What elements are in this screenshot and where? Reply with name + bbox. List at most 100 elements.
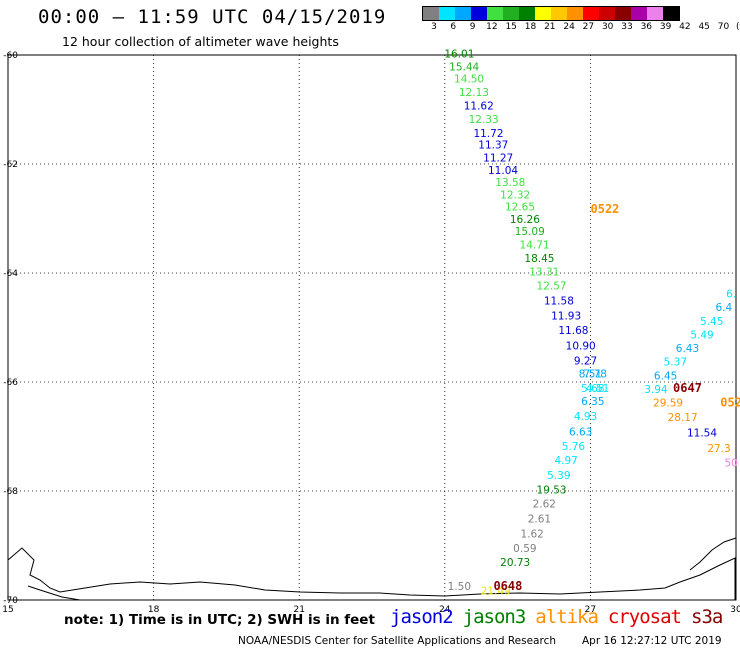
wave-height-label: 2.61: [528, 514, 551, 526]
wave-height-label: 6.43: [676, 343, 699, 355]
chart-subtitle: 12 hour collection of altimeter wave hei…: [62, 34, 339, 49]
wave-height-label: 11.37: [478, 140, 508, 152]
y-tick-label: -60: [3, 51, 18, 61]
legend-label: 45: [698, 22, 710, 32]
x-tick-label: 24: [439, 605, 451, 615]
legend-swatch: [519, 7, 535, 20]
grid-lines: [7, 54, 737, 601]
wave-height-label: 12.57: [537, 280, 567, 292]
wave-height-label: 14.71: [520, 239, 550, 251]
legend-label: 24: [563, 22, 575, 32]
wave-height-label: 50: [724, 457, 737, 469]
wave-height-label: 28.17: [668, 412, 698, 424]
wave-height-label: 11.58: [544, 296, 574, 308]
y-tick-label: -68: [3, 487, 18, 497]
wave-height-label: 5.39: [547, 470, 570, 482]
wave-height-label: 16.01: [444, 49, 474, 61]
legend-swatch: [487, 7, 503, 20]
wave-height-label: 21.49: [481, 586, 511, 598]
satellite-legend: jason2 jason3 altika cryosat s3a: [390, 606, 732, 628]
wave-height-label: 11.62: [464, 101, 494, 113]
legend-swatch: [647, 7, 663, 20]
wave-height-label: 4.97: [554, 455, 577, 467]
legend-label: 9: [469, 22, 476, 32]
legend-label: 15: [505, 22, 517, 32]
timestamp: Apr 16 12:27:12 UTC 2019: [582, 635, 722, 647]
wave-height-label: 19.53: [537, 485, 567, 497]
legend-swatch: [439, 7, 455, 20]
wave-height-label: 0.59: [513, 543, 536, 555]
wave-height-label: 11.27: [483, 152, 513, 164]
satellite-label: jason3: [462, 606, 527, 628]
coastline-right: [689, 537, 737, 571]
legend-label: 33: [621, 22, 633, 32]
wave-height-label: 13.31: [529, 267, 559, 279]
legend-label: 36: [640, 22, 653, 32]
coastline: [7, 547, 736, 600]
satellite-label: cryosat: [607, 606, 682, 628]
legend-swatch: [615, 7, 631, 20]
wave-height-label: 6.35: [581, 396, 604, 408]
wave-height-label: 18.45: [524, 253, 554, 265]
color-legend: [422, 6, 680, 21]
y-tick-label: -70: [3, 596, 18, 606]
legend-swatch: [599, 7, 615, 20]
legend-swatch: [663, 7, 679, 20]
wave-height-label: 11.54: [687, 428, 717, 440]
plot-frame: [7, 54, 737, 601]
wave-height-label: 11.93: [551, 310, 581, 322]
wave-height-label: 11.04: [488, 165, 518, 177]
wave-height-label: 6.4: [716, 302, 733, 314]
wave-height-label: 4.51: [586, 383, 609, 395]
legend-swatch: [455, 7, 471, 20]
y-tick-label: -62: [3, 160, 18, 170]
wave-height-label: 5.76: [562, 441, 586, 453]
legend-label: 27: [582, 22, 595, 32]
legend-label: 39: [659, 22, 672, 32]
x-tick-label: 15: [2, 605, 13, 615]
axis-ticks: 15 18 21 24 27 30 -60 -62 -64 -66 -68 -70: [2, 51, 740, 615]
legend-swatch: [583, 7, 599, 20]
wave-height-label: 12.33: [469, 114, 499, 126]
x-tick-label: 21: [293, 605, 304, 615]
legend-label: 70: [717, 22, 730, 32]
wave-height-label: 3.94: [644, 384, 668, 396]
legend-label: 18: [524, 22, 537, 32]
x-tick-label: 30: [730, 605, 740, 615]
wave-height-label: 29.59: [653, 398, 683, 410]
wave-height-label: 12.65: [505, 201, 535, 213]
chart-title: 00:00 – 11:59 UTC 04/15/2019: [38, 6, 387, 28]
pass-time-label: 052: [720, 396, 740, 410]
pass-time-label: 0648: [493, 579, 522, 593]
wave-height-label: 15.09: [515, 226, 545, 238]
footnote: note: 1) Time is in UTC; 2) SWH is in fe…: [64, 612, 375, 628]
wave-height-label: 15.44: [449, 61, 479, 73]
wave-height-label: 7.78: [584, 369, 607, 381]
legend-label: 42: [679, 22, 691, 32]
wave-height-label: 14.50: [454, 73, 484, 85]
wave-height-label: 6.: [726, 289, 736, 301]
credit-text: NOAA/NESDIS Center for Satellite Applica…: [238, 635, 556, 647]
legend-swatch: [551, 7, 567, 20]
wave-height-label: 5.45: [700, 316, 723, 328]
wave-height-label: 27.3: [707, 443, 730, 455]
legend-swatch: [567, 7, 583, 20]
wave-height-label: 2.62: [533, 498, 556, 510]
legend-swatch: [631, 7, 647, 20]
legend-swatch: [535, 7, 551, 20]
wave-height-label: 6.45: [654, 370, 677, 382]
wave-height-label: 12.32: [500, 189, 530, 201]
wave-height-label: 11.68: [558, 325, 588, 337]
satellite-label: s3a: [691, 606, 723, 628]
wave-height-label: 1.62: [520, 528, 543, 540]
satellite-label: altika: [535, 606, 599, 628]
legend-label: (ft): [736, 22, 740, 32]
pass-time-label: 0522: [591, 202, 620, 216]
x-tick-label: 18: [148, 605, 160, 615]
wave-height-label: 10.90: [566, 340, 596, 352]
y-tick-label: -66: [3, 378, 18, 388]
wave-height-label: 6.63: [569, 426, 592, 438]
wave-height-label: 13.58: [495, 177, 525, 189]
